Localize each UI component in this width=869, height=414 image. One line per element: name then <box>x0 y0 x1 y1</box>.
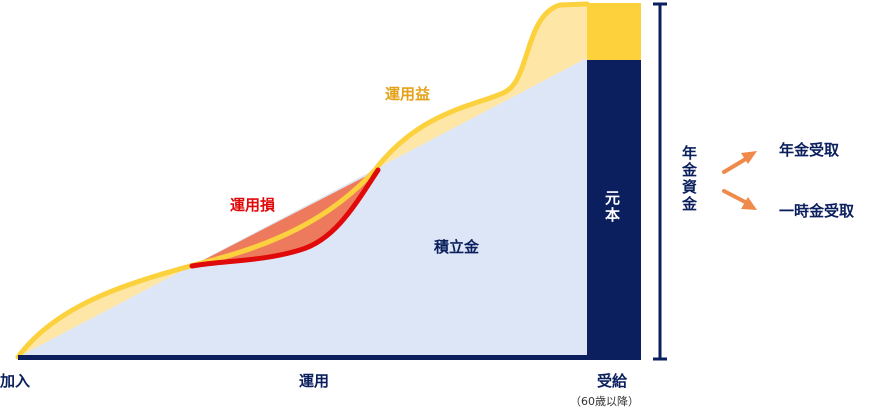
axis-middle-label: 運用 <box>299 372 330 390</box>
loss-area <box>192 170 378 266</box>
principal-label: 元本 <box>603 190 621 224</box>
gain-block <box>587 3 641 61</box>
gain-area <box>18 5 587 357</box>
accumulation-label: 積立金 <box>434 238 480 256</box>
axis-start-label: 加入 <box>0 372 31 390</box>
annuity-label: 年金受取 <box>779 141 840 159</box>
arrow-down-right-icon <box>722 189 757 210</box>
gain-curve <box>15 1 590 360</box>
axis-end-note: （60歳以降） <box>570 395 639 408</box>
time-axis <box>18 355 641 360</box>
arrow-up-right-icon <box>722 151 757 174</box>
lump-sum-label: 一時金受取 <box>779 202 855 220</box>
gain-label: 運用益 <box>385 85 431 103</box>
principal-block <box>587 60 641 360</box>
pension-fund-label: 年金資金 <box>680 145 698 213</box>
loss-curve <box>189 167 381 269</box>
axis-end-label: 受給 <box>597 372 628 390</box>
accumulation-area-top <box>18 58 587 357</box>
loss-label: 運用損 <box>230 196 276 214</box>
